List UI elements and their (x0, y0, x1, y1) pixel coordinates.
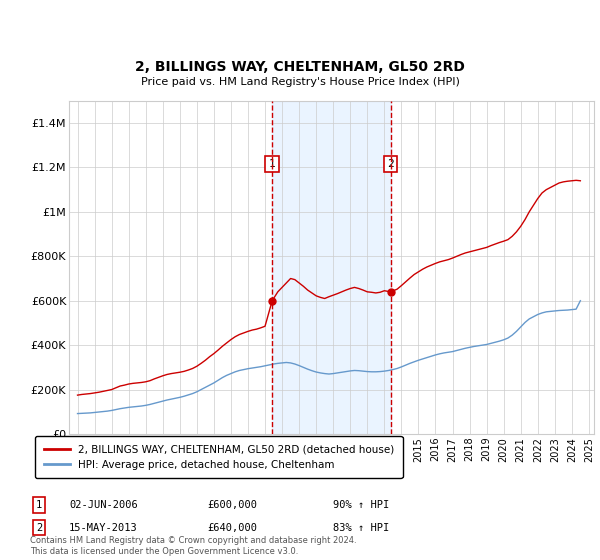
Text: Price paid vs. HM Land Registry's House Price Index (HPI): Price paid vs. HM Land Registry's House … (140, 77, 460, 87)
Text: 1: 1 (269, 159, 275, 169)
Text: 90% ↑ HPI: 90% ↑ HPI (333, 500, 389, 510)
Text: 2, BILLINGS WAY, CHELTENHAM, GL50 2RD: 2, BILLINGS WAY, CHELTENHAM, GL50 2RD (135, 60, 465, 74)
Text: £600,000: £600,000 (207, 500, 257, 510)
Text: 15-MAY-2013: 15-MAY-2013 (69, 522, 138, 533)
Text: 1: 1 (36, 500, 42, 510)
Text: Contains HM Land Registry data © Crown copyright and database right 2024.
This d: Contains HM Land Registry data © Crown c… (30, 536, 356, 556)
Text: 83% ↑ HPI: 83% ↑ HPI (333, 522, 389, 533)
Text: 2: 2 (387, 159, 394, 169)
Text: 02-JUN-2006: 02-JUN-2006 (69, 500, 138, 510)
Text: £640,000: £640,000 (207, 522, 257, 533)
Text: 2: 2 (36, 522, 42, 533)
Bar (272, 101, 391, 434)
Legend: 2, BILLINGS WAY, CHELTENHAM, GL50 2RD (detached house), HPI: Average price, deta: 2, BILLINGS WAY, CHELTENHAM, GL50 2RD (d… (35, 436, 403, 478)
